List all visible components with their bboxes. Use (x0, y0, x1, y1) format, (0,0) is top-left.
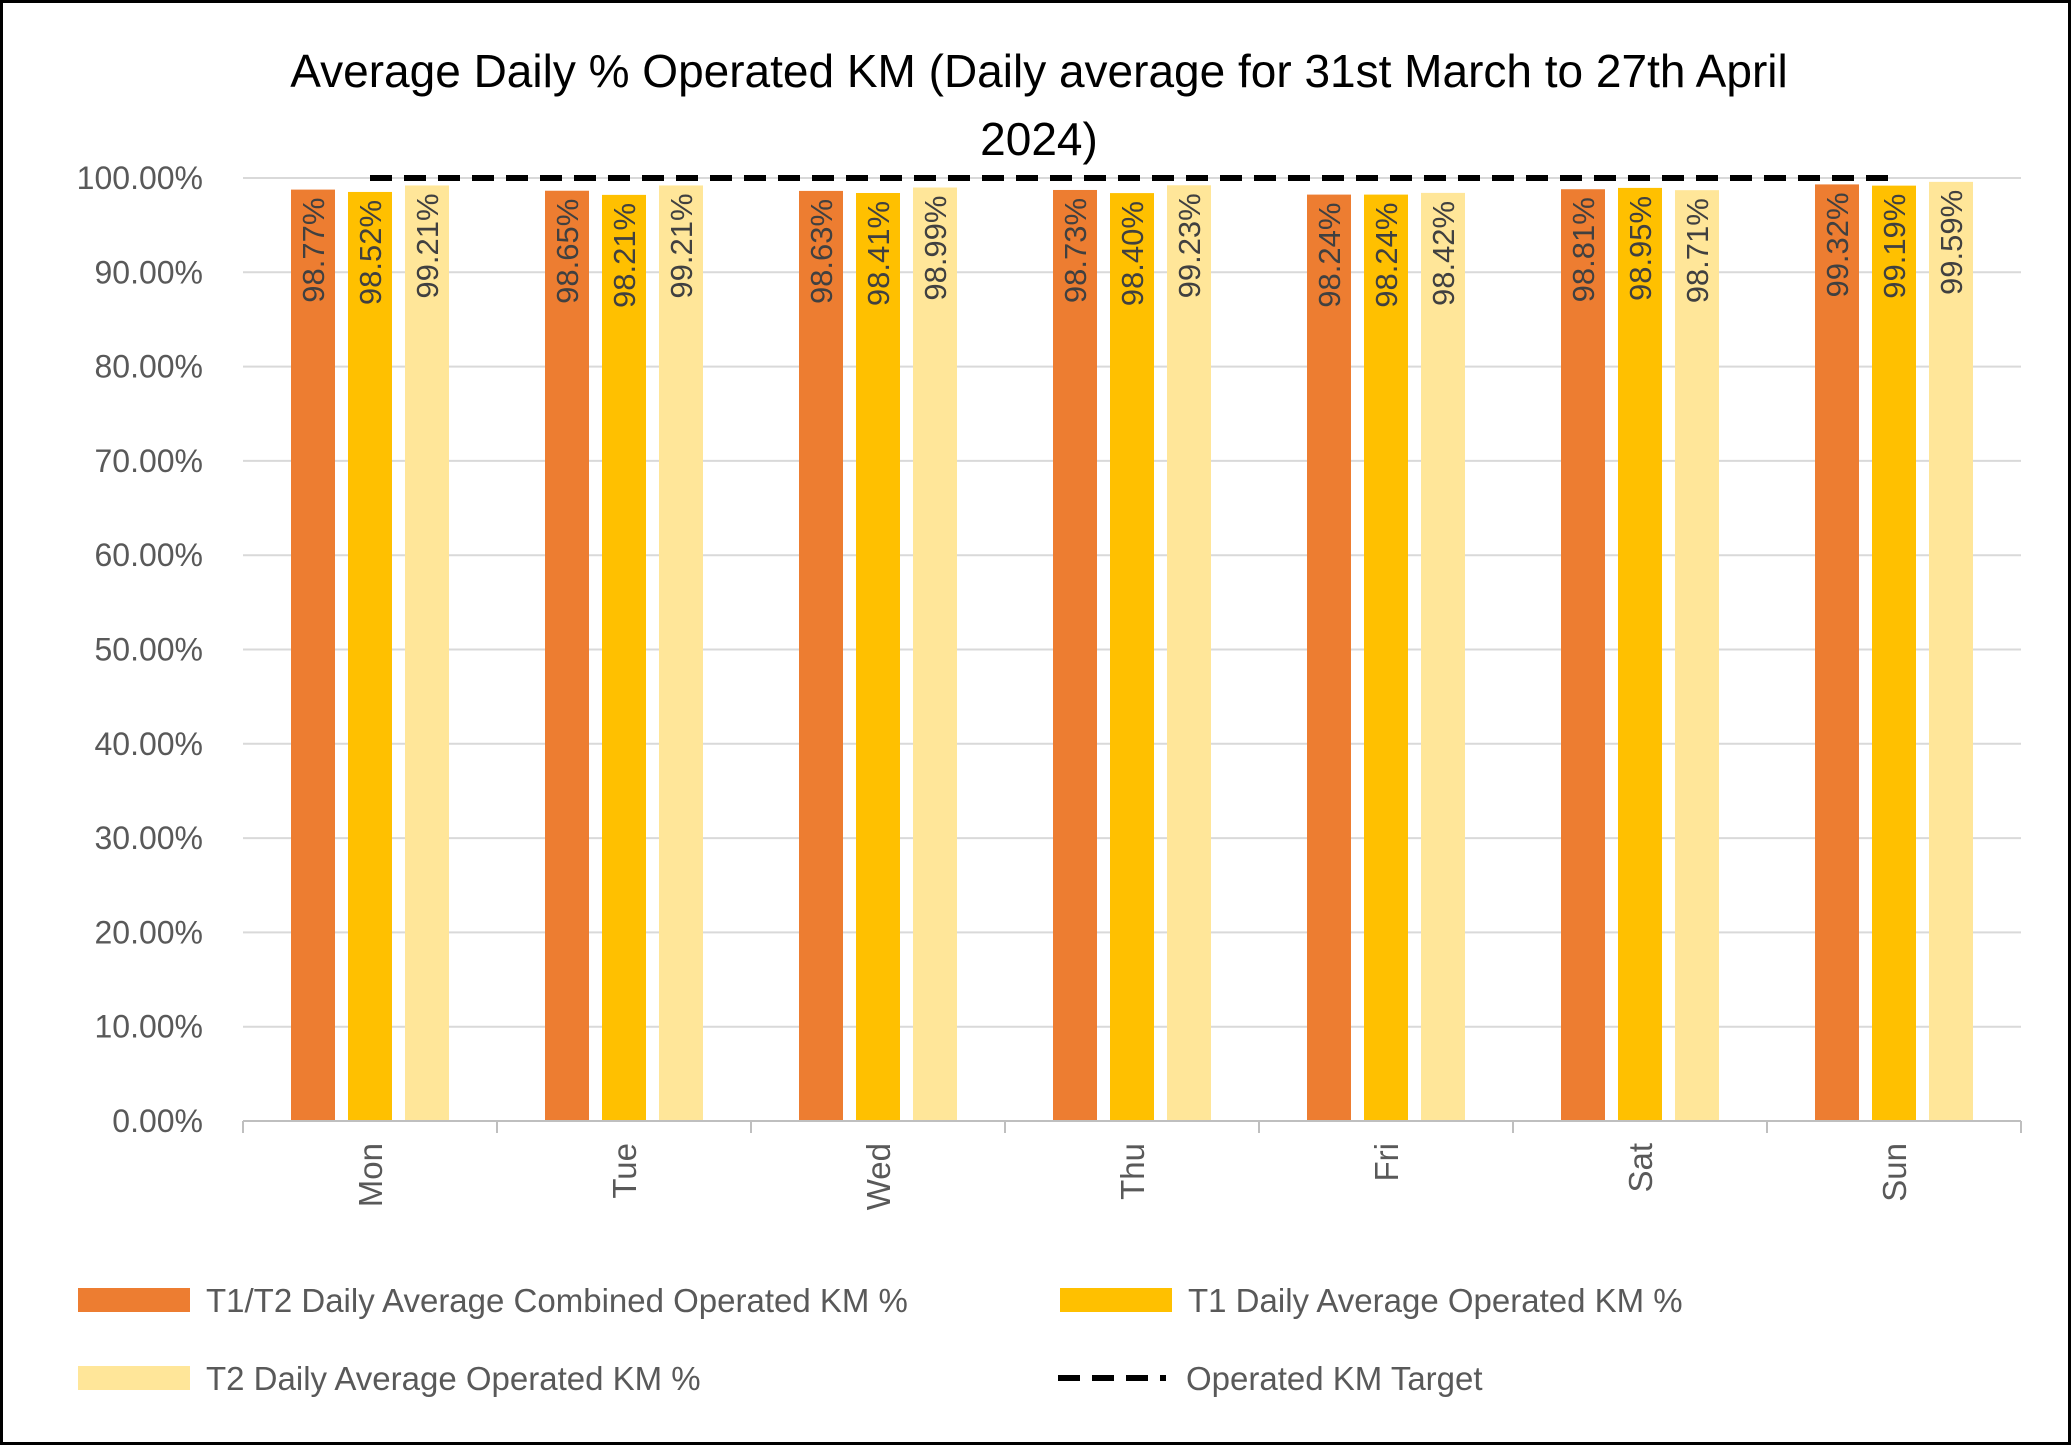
bar (1618, 187, 1662, 1122)
data-label: 98.65% (550, 199, 585, 304)
data-label: 98.52% (353, 200, 388, 305)
bar (1307, 194, 1351, 1121)
y-tick-label: 70.00% (94, 443, 203, 479)
data-label: 99.21% (664, 193, 699, 298)
bar (1675, 190, 1719, 1122)
data-label: 99.19% (1877, 194, 1912, 299)
bar (1421, 192, 1465, 1121)
legend-label: T1/T2 Daily Average Combined Operated KM… (206, 1282, 908, 1319)
data-label: 98.42% (1426, 201, 1461, 306)
data-label: 98.77% (296, 198, 331, 303)
bar (1815, 184, 1859, 1121)
data-label: 98.81% (1566, 197, 1601, 302)
legend-swatch (1060, 1288, 1172, 1312)
bar (1561, 189, 1605, 1122)
data-label: 98.95% (1623, 196, 1658, 301)
bar (1872, 185, 1916, 1121)
y-tick-label: 20.00% (94, 914, 203, 950)
bar (856, 192, 900, 1121)
bar (659, 185, 703, 1121)
bar (348, 191, 392, 1121)
bar (913, 187, 957, 1122)
bars (291, 181, 1973, 1122)
chart-title-line-2: 2024) (980, 113, 1098, 165)
x-category-label: Wed (860, 1143, 897, 1210)
data-label: 99.21% (410, 193, 445, 298)
data-label: 98.63% (804, 199, 839, 304)
x-category-label: Tue (606, 1143, 643, 1199)
bar (545, 190, 589, 1122)
y-tick-label: 60.00% (94, 537, 203, 573)
x-category-label: Fri (1368, 1143, 1405, 1181)
data-label: 98.40% (1115, 201, 1150, 306)
data-label: 98.24% (1312, 203, 1347, 308)
legend-swatch (78, 1288, 190, 1312)
data-label: 99.32% (1820, 192, 1855, 297)
x-category-label: Thu (1114, 1143, 1151, 1200)
y-tick-label: 100.00% (77, 160, 203, 196)
data-label: 98.41% (861, 201, 896, 306)
y-tick-label: 80.00% (94, 349, 203, 385)
data-label: 98.73% (1058, 198, 1093, 303)
chart-title-line-1: Average Daily % Operated KM (Daily avera… (290, 45, 1787, 97)
y-tick-label: 90.00% (94, 254, 203, 290)
y-tick-label: 50.00% (94, 632, 203, 668)
data-label: 98.21% (607, 203, 642, 308)
bar (1053, 189, 1097, 1122)
bar (799, 190, 843, 1122)
bar (291, 189, 335, 1122)
bar-chart: Average Daily % Operated KM (Daily avera… (77, 45, 2022, 1397)
legend-label: T2 Daily Average Operated KM % (206, 1360, 701, 1397)
data-labels: 98.77% 98.52% 99.21% 98.65% 98.21% 99.21% 98.6… (296, 190, 1969, 308)
legend-label: Operated KM Target (1186, 1360, 1483, 1397)
bar (1929, 181, 1973, 1121)
y-tick-label: 10.00% (94, 1009, 203, 1045)
bar (1364, 194, 1408, 1121)
y-tick-label: 0.00% (112, 1103, 203, 1139)
bar (602, 194, 646, 1121)
x-category-label: Sat (1622, 1143, 1659, 1193)
legend-label: T1 Daily Average Operated KM % (1188, 1282, 1683, 1319)
data-label: 99.59% (1934, 190, 1969, 295)
legend: T1/T2 Daily Average Combined Operated KM… (78, 1282, 1683, 1397)
legend-swatch (78, 1366, 190, 1390)
x-category-label: Sun (1876, 1143, 1913, 1202)
x-category-label: Mon (352, 1143, 389, 1207)
data-label: 98.24% (1369, 203, 1404, 308)
bar (405, 185, 449, 1121)
y-tick-label: 30.00% (94, 820, 203, 856)
data-label: 98.99% (918, 196, 953, 301)
data-label: 99.23% (1172, 193, 1207, 298)
data-label: 98.71% (1680, 198, 1715, 303)
bar (1110, 193, 1154, 1121)
bar (1167, 185, 1211, 1121)
axes: 0.00% 10.00% 20.00% 30.00% 40.00% 50.00% 60.00… (77, 160, 2022, 1210)
y-tick-label: 40.00% (94, 726, 203, 762)
